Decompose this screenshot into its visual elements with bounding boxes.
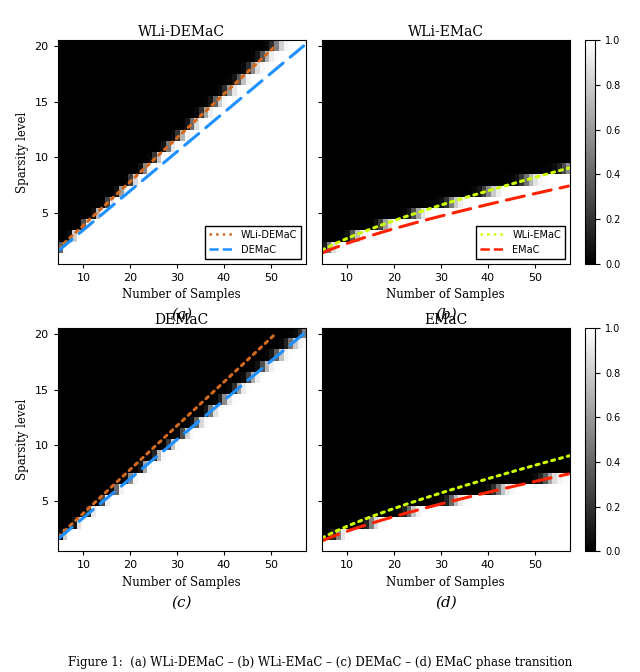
Legend: WLi-DEMaC, DEMaC: WLi-DEMaC, DEMaC (205, 226, 301, 259)
X-axis label: Number of Samples: Number of Samples (387, 576, 505, 589)
Text: (a): (a) (172, 308, 193, 322)
X-axis label: Number of Samples: Number of Samples (122, 576, 241, 589)
Y-axis label: Sparsity level: Sparsity level (16, 112, 29, 193)
Text: (b): (b) (435, 308, 456, 322)
Text: (c): (c) (172, 596, 192, 610)
Legend: WLi-EMaC, EMaC: WLi-EMaC, EMaC (476, 226, 565, 259)
X-axis label: Number of Samples: Number of Samples (122, 288, 241, 301)
Text: (d): (d) (435, 596, 456, 610)
Title: EMaC: EMaC (424, 313, 467, 327)
Text: Figure 1:  (a) WLi-DEMaC – (b) WLi-EMaC – (c) DEMaC – (d) EMaC phase transition: Figure 1: (a) WLi-DEMaC – (b) WLi-EMaC –… (68, 656, 572, 669)
X-axis label: Number of Samples: Number of Samples (387, 288, 505, 301)
Title: WLi-EMaC: WLi-EMaC (408, 25, 484, 39)
Title: WLi-DEMaC: WLi-DEMaC (138, 25, 225, 39)
Title: DEMaC: DEMaC (155, 313, 209, 327)
Y-axis label: Sparsity level: Sparsity level (16, 399, 29, 480)
